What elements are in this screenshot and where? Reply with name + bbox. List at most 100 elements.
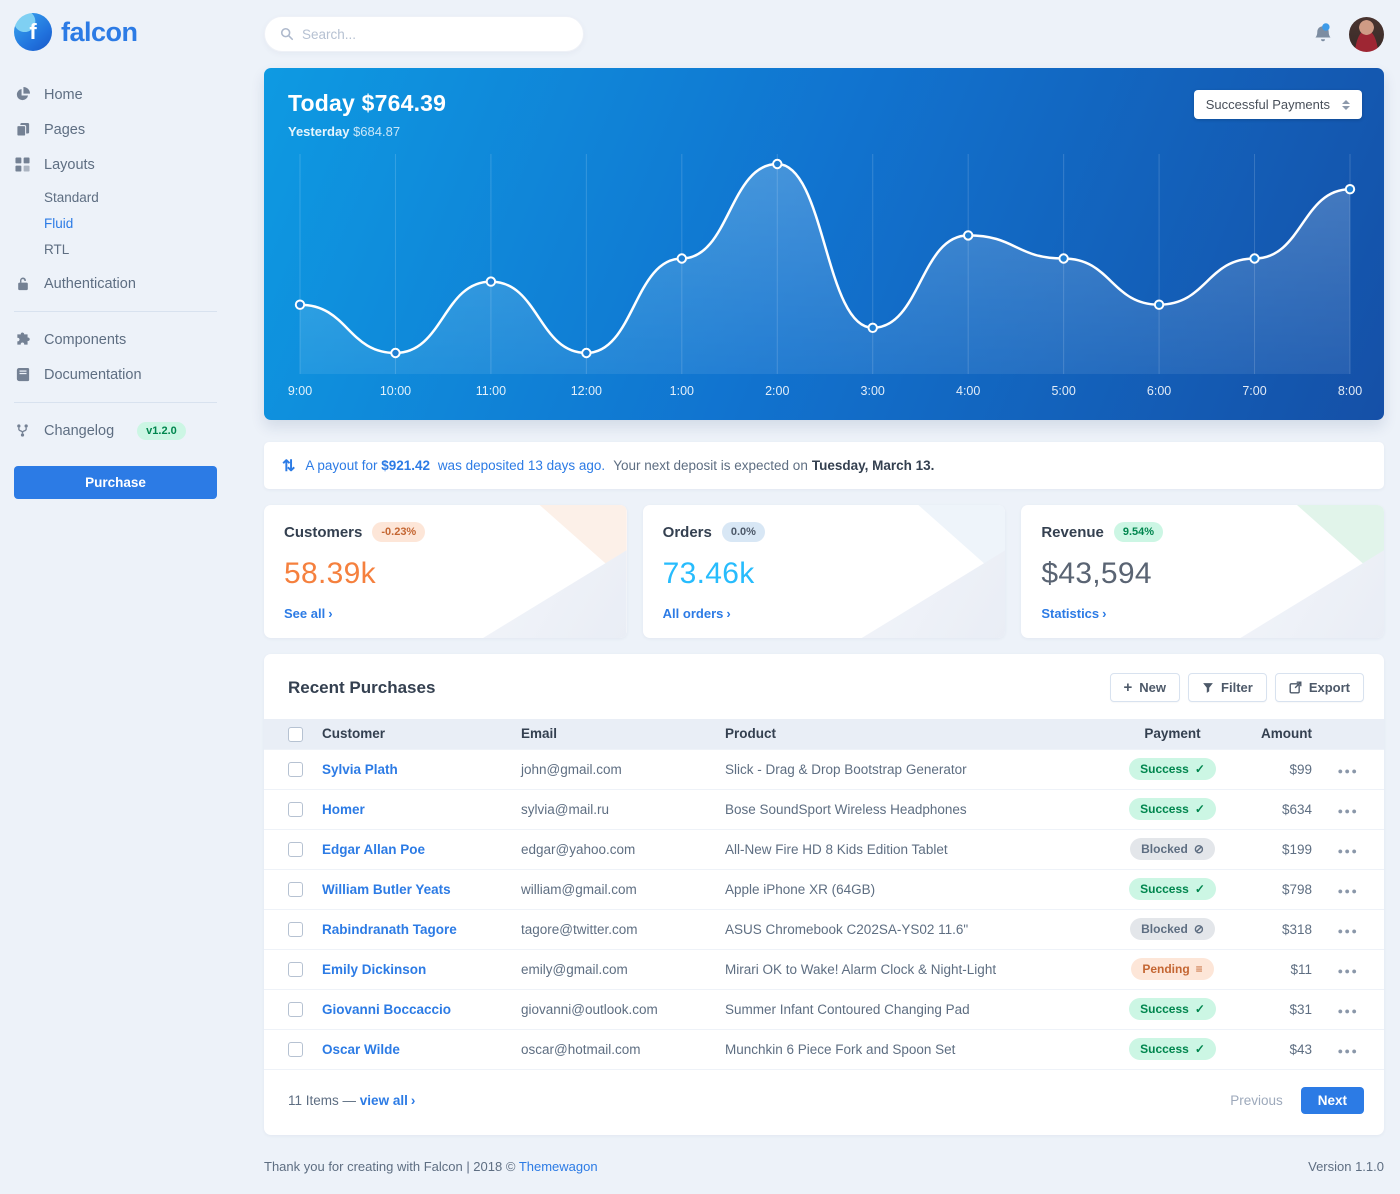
statistics-link[interactable]: Statistics › (1041, 606, 1107, 621)
payment-cell: Success ✓ (1110, 1028, 1235, 1070)
customers-card: Customers -0.23% 58.39k See all › (264, 505, 627, 638)
row-checkbox-cell (264, 908, 322, 949)
next-button[interactable]: Next (1300, 1086, 1364, 1114)
product-cell: Slick - Drag & Drop Bootstrap Generator (725, 748, 1110, 789)
row-checkbox[interactable] (288, 761, 303, 777)
sidebar-item-standard[interactable]: Standard (44, 189, 99, 205)
payment-status-badge: Success ✓ (1129, 758, 1216, 780)
purchase-button[interactable]: Purchase (14, 466, 217, 499)
table-row: Homer sylvia@mail.ru Bose SoundSport Wirel… (264, 788, 1384, 829)
search-icon (280, 27, 294, 41)
payment-cell: Success ✓ (1110, 788, 1235, 829)
sidebar-item-home[interactable]: Home (14, 77, 217, 112)
brand-logo[interactable]: f falcon (14, 13, 217, 51)
payment-status-badge: Blocked ⊘ (1130, 838, 1215, 860)
amount-cell: $99 (1235, 748, 1312, 789)
column-header-amount[interactable]: Amount (1235, 719, 1312, 749)
column-header-payment[interactable]: Payment (1110, 719, 1235, 749)
customer-link[interactable]: Homer (322, 801, 365, 817)
stat-change-badge: -0.23% (372, 522, 426, 542)
plus-icon: + (1123, 679, 1133, 696)
sidebar-nav: Home Pages Layouts Standard Fluid RTL Au… (14, 77, 217, 448)
ellipsis-icon[interactable]: ●●● (1337, 845, 1359, 856)
notifications-bell-icon[interactable] (1312, 23, 1334, 45)
exchange-arrows-icon: ⇅ (282, 457, 296, 475)
row-checkbox[interactable] (288, 921, 303, 937)
x-tick-label: 10:00 (379, 384, 412, 398)
payout-text: Your next deposit is expected on (613, 458, 808, 473)
select-all-checkbox[interactable] (288, 726, 303, 742)
previous-button[interactable]: Previous (1230, 1092, 1283, 1108)
row-checkbox[interactable] (288, 801, 303, 817)
ellipsis-icon[interactable]: ●●● (1337, 965, 1359, 976)
sidebar-item-changelog[interactable]: Changelog v1.2.0 (14, 413, 217, 448)
payment-cell: Success ✓ (1110, 748, 1235, 789)
sidebar-item-authentication[interactable]: Authentication (14, 266, 217, 301)
row-checkbox[interactable] (288, 881, 303, 897)
customer-link[interactable]: Giovanni Boccaccio (322, 1001, 452, 1017)
customer-link[interactable]: Oscar Wilde (322, 1041, 400, 1057)
chart-filter-select[interactable]: Successful Payments (1193, 90, 1362, 119)
sidebar-item-fluid[interactable]: Fluid (44, 215, 74, 231)
check-icon: ✓ (1194, 1002, 1205, 1016)
search-input[interactable] (302, 26, 568, 42)
row-actions-cell: ●●● (1312, 788, 1384, 829)
row-checkbox[interactable] (288, 1001, 303, 1017)
x-tick-label: 4:00 (956, 384, 981, 398)
column-header-customer[interactable]: Customer (322, 719, 521, 749)
row-checkbox[interactable] (288, 1041, 303, 1057)
select-all-cell (264, 719, 322, 749)
x-tick-label: 9:00 (287, 384, 313, 398)
themewagon-link[interactable]: Themewagon (518, 1158, 598, 1174)
ban-icon: ⊘ (1193, 842, 1204, 856)
customer-link[interactable]: Rabindranath Tagore (322, 921, 457, 937)
code-branch-icon (14, 423, 31, 438)
chevron-right-icon: › (1102, 606, 1107, 621)
customer-cell: William Butler Yeats (322, 868, 521, 909)
stat-value: $43,594 (1041, 557, 1152, 590)
customer-link[interactable]: Sylvia Plath (322, 761, 398, 777)
see-all-link[interactable]: See all › (284, 606, 333, 621)
row-checkbox[interactable] (288, 841, 303, 857)
column-header-product[interactable]: Product (725, 719, 1110, 749)
ellipsis-icon[interactable]: ●●● (1337, 765, 1359, 776)
ellipsis-icon[interactable]: ●●● (1337, 805, 1359, 816)
sidebar-item-components[interactable]: Components (14, 322, 217, 357)
ellipsis-icon[interactable]: ●●● (1337, 1045, 1359, 1056)
column-header-email[interactable]: Email (521, 719, 725, 749)
x-tick-label: 5:00 (1051, 384, 1076, 398)
customer-link[interactable]: William Butler Yeats (322, 881, 451, 897)
row-checkbox-cell (264, 1028, 322, 1070)
payout-link[interactable]: A payout for $921.42 was deposited 13 da… (305, 458, 606, 473)
email-cell: oscar@hotmail.com (521, 1028, 725, 1070)
chart-filter-value: Successful Payments (1205, 97, 1330, 112)
customer-link[interactable]: Edgar Allan Poe (322, 841, 426, 857)
new-button[interactable]: + New (1109, 673, 1181, 702)
ellipsis-icon[interactable]: ●●● (1337, 1005, 1359, 1016)
sidebar-item-label: Changelog (44, 422, 115, 439)
view-all-link[interactable]: view all › (359, 1092, 416, 1108)
book-icon (14, 367, 31, 382)
sidebar-item-pages[interactable]: Pages (14, 112, 217, 147)
amount-cell: $43 (1235, 1028, 1312, 1070)
row-actions-cell: ●●● (1312, 828, 1384, 869)
search-box[interactable] (264, 16, 584, 52)
customer-link[interactable]: Emily Dickinson (322, 961, 427, 977)
filter-button[interactable]: Filter (1188, 673, 1267, 702)
sidebar-item-rtl[interactable]: RTL (44, 241, 70, 257)
product-cell: ASUS Chromebook C202SA-YS02 11.6" (725, 908, 1110, 949)
table-row: Sylvia Plath john@gmail.com Slick - Drag &… (264, 748, 1384, 789)
row-checkbox[interactable] (288, 961, 303, 977)
stat-value: 73.46k (662, 557, 755, 590)
amount-cell: $11 (1235, 948, 1312, 989)
check-icon: ✓ (1194, 802, 1205, 816)
layouts-submenu: Standard Fluid RTL (14, 184, 217, 262)
ellipsis-icon[interactable]: ●●● (1337, 925, 1359, 936)
row-actions-cell: ●●● (1312, 868, 1384, 909)
sidebar-item-layouts[interactable]: Layouts (14, 147, 217, 182)
export-button[interactable]: Export (1274, 673, 1364, 702)
ellipsis-icon[interactable]: ●●● (1337, 885, 1359, 896)
sidebar-item-documentation[interactable]: Documentation (14, 357, 217, 392)
all-orders-link[interactable]: All orders › (662, 606, 731, 621)
user-avatar[interactable] (1349, 16, 1384, 52)
